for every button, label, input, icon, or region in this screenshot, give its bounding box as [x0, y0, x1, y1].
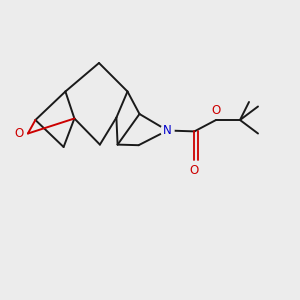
Text: O: O: [212, 104, 220, 118]
Text: O: O: [190, 164, 199, 178]
Circle shape: [12, 127, 26, 140]
Text: O: O: [14, 127, 23, 140]
Circle shape: [188, 164, 201, 178]
Circle shape: [161, 124, 174, 137]
Circle shape: [209, 104, 223, 118]
Text: N: N: [163, 124, 172, 137]
